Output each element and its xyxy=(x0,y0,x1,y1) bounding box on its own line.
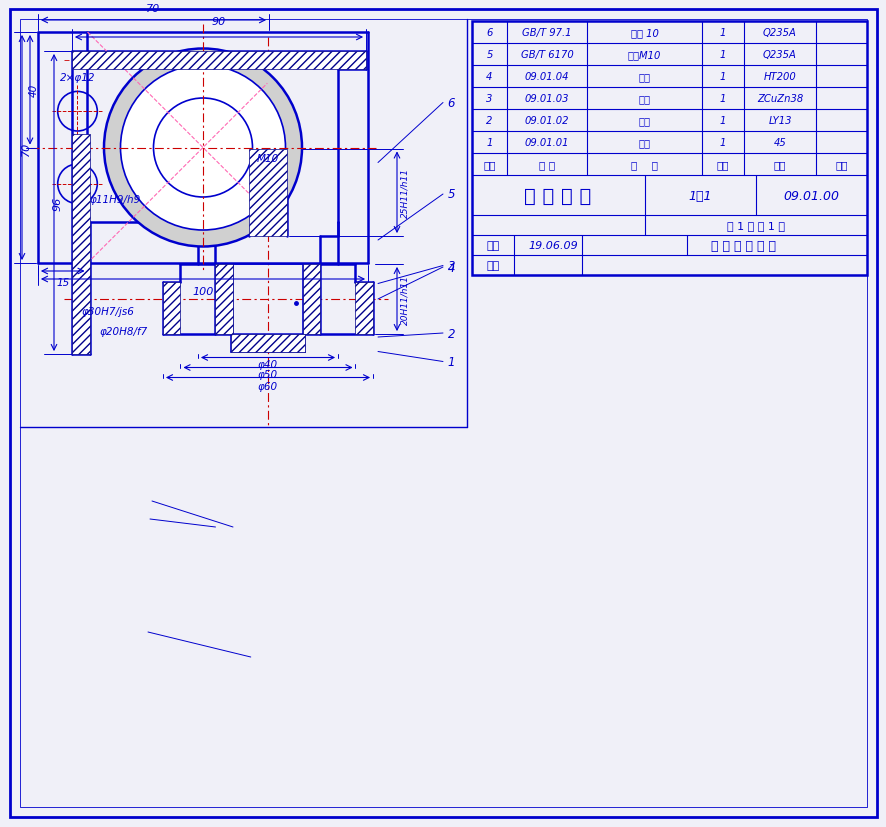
Text: 09.01.02: 09.01.02 xyxy=(525,116,569,126)
Bar xyxy=(72,135,89,355)
Bar xyxy=(471,22,866,275)
Text: 3: 3 xyxy=(447,260,455,273)
Text: 09.01.03: 09.01.03 xyxy=(525,94,569,104)
Text: 共 1 张 第 1 张: 共 1 张 第 1 张 xyxy=(727,221,784,231)
Text: 25H11/h11: 25H11/h11 xyxy=(400,168,409,218)
Text: 2: 2 xyxy=(447,327,455,340)
Text: 3: 3 xyxy=(486,94,492,104)
Text: ZCuZn38: ZCuZn38 xyxy=(756,94,802,104)
Text: LY13: LY13 xyxy=(767,116,791,126)
Circle shape xyxy=(120,66,285,231)
Circle shape xyxy=(153,99,253,198)
Bar xyxy=(303,265,320,335)
Text: 1: 1 xyxy=(719,138,726,148)
Text: 代 号: 代 号 xyxy=(539,160,555,170)
Text: 材料: 材料 xyxy=(773,160,785,170)
Text: 09.01.00: 09.01.00 xyxy=(782,189,838,203)
Text: 托架: 托架 xyxy=(638,72,649,82)
Text: 5: 5 xyxy=(486,50,492,60)
Text: 40: 40 xyxy=(29,84,39,98)
Text: 09.01.01: 09.01.01 xyxy=(525,138,569,148)
Text: 名    称: 名 称 xyxy=(630,160,657,170)
Text: 09.01.04: 09.01.04 xyxy=(525,72,569,82)
Text: 村套: 村套 xyxy=(638,94,649,104)
Text: 低 速 滑 轮: 低 速 滑 轮 xyxy=(524,186,591,205)
Text: 审核: 审核 xyxy=(486,261,499,270)
Text: 序号: 序号 xyxy=(483,160,495,170)
Text: 2×φ12: 2×φ12 xyxy=(59,74,95,84)
Text: 45: 45 xyxy=(773,138,786,148)
Text: GB/T 97.1: GB/T 97.1 xyxy=(522,28,571,38)
Text: 1: 1 xyxy=(719,50,726,60)
Text: φ50: φ50 xyxy=(258,370,277,380)
Text: 中 国 农 业 大 学: 中 国 农 业 大 学 xyxy=(711,239,775,252)
Text: 1: 1 xyxy=(719,28,726,38)
Text: 6: 6 xyxy=(447,97,455,110)
Text: 4: 4 xyxy=(486,72,492,82)
Text: 20H11/h11: 20H11/h11 xyxy=(400,275,409,325)
Bar xyxy=(163,282,180,335)
Text: φ30H7/js6: φ30H7/js6 xyxy=(82,307,135,317)
Text: 70: 70 xyxy=(146,4,160,14)
Text: 70: 70 xyxy=(21,141,31,155)
Text: Q235A: Q235A xyxy=(762,50,796,60)
Text: φ11H9/h9: φ11H9/h9 xyxy=(89,195,141,205)
Text: 制图: 制图 xyxy=(486,241,499,251)
Text: 1: 1 xyxy=(447,356,455,369)
Text: 15: 15 xyxy=(56,278,69,288)
Text: 5: 5 xyxy=(447,189,455,201)
Text: 4: 4 xyxy=(447,261,455,275)
Bar xyxy=(230,335,305,352)
Text: 1: 1 xyxy=(719,72,726,82)
Text: 备注: 备注 xyxy=(835,160,847,170)
Text: Q235A: Q235A xyxy=(762,28,796,38)
Text: 1: 1 xyxy=(486,138,492,148)
Text: 100: 100 xyxy=(192,287,214,297)
Text: 垒圈 10: 垒圈 10 xyxy=(630,28,657,38)
Text: 输母M10: 输母M10 xyxy=(627,50,660,60)
Text: 1: 1 xyxy=(719,116,726,126)
Text: 6: 6 xyxy=(486,28,492,38)
Text: 1：1: 1：1 xyxy=(688,189,711,203)
Circle shape xyxy=(104,50,301,247)
Text: 数量: 数量 xyxy=(716,160,728,170)
Text: 2: 2 xyxy=(486,116,492,126)
Text: 1: 1 xyxy=(719,94,726,104)
Bar xyxy=(248,150,287,237)
Text: φ60: φ60 xyxy=(258,381,277,391)
Text: φ40: φ40 xyxy=(258,360,277,370)
Bar xyxy=(215,265,233,335)
Text: GB/T 6170: GB/T 6170 xyxy=(520,50,572,60)
Text: 滑轮: 滑轮 xyxy=(638,116,649,126)
Text: φ20H8/f7: φ20H8/f7 xyxy=(100,327,148,337)
Text: M10: M10 xyxy=(257,155,279,165)
Bar xyxy=(72,52,366,70)
Text: 90: 90 xyxy=(212,17,226,27)
Bar xyxy=(355,282,373,335)
Text: HT200: HT200 xyxy=(763,72,796,82)
Text: 心轴: 心轴 xyxy=(638,138,649,148)
Text: 19.06.09: 19.06.09 xyxy=(527,241,577,251)
Text: 96: 96 xyxy=(53,196,63,210)
